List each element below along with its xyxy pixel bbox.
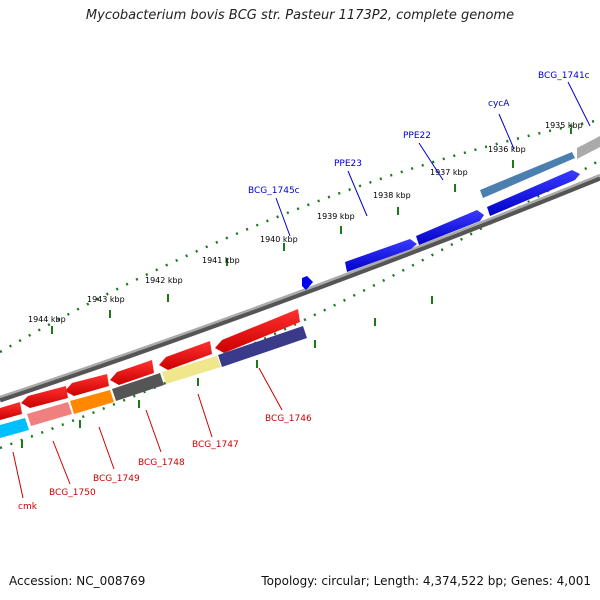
gene-feature-red[interactable] xyxy=(0,402,22,420)
gene-feature-pink[interactable] xyxy=(27,402,72,426)
gene-label-BCG_1741c[interactable]: BCG_1741c xyxy=(538,71,590,81)
gene-feature-navy[interactable] xyxy=(218,326,307,367)
gene-feature-blue[interactable] xyxy=(487,170,580,216)
backbone xyxy=(0,173,600,399)
forward-strand-genes xyxy=(302,136,600,290)
gene-feature-darkgrey[interactable] xyxy=(112,373,164,401)
map-title: Mycobacterium bovis BCG str. Pasteur 117… xyxy=(85,8,515,23)
gene-label-cycA[interactable]: cycA xyxy=(488,99,510,109)
leader-line xyxy=(197,393,213,438)
gene-label-BCG_1747[interactable]: BCG_1747 xyxy=(192,440,239,450)
ruler-label: 1944 kbp xyxy=(28,315,66,324)
ruler-label: 1943 kbp xyxy=(87,295,125,304)
gene-feature-red[interactable] xyxy=(65,374,109,396)
gene-label-PPE23[interactable]: PPE23 xyxy=(334,159,362,169)
accession-text: Accession: NC_008769 xyxy=(9,574,146,588)
gene-feature-red[interactable] xyxy=(159,341,212,370)
leader-line xyxy=(98,426,115,470)
gene-label-BCG_1745c[interactable]: BCG_1745c xyxy=(248,186,300,196)
ruler-label: 1935 kbp xyxy=(545,121,583,130)
gene-label-BCG_1750[interactable]: BCG_1750 xyxy=(49,488,96,498)
leader-line xyxy=(258,367,283,411)
leader-line xyxy=(275,197,291,237)
ruler-label: 1940 kbp xyxy=(260,235,298,244)
gene-feature-orange[interactable] xyxy=(70,390,114,414)
reverse-strand-genes xyxy=(0,309,307,438)
ruler-ticks xyxy=(21,128,572,448)
gene-feature-khaki[interactable] xyxy=(162,356,221,384)
leader-line xyxy=(567,81,591,127)
outer-ruler-arc xyxy=(0,118,600,354)
gene-feature-red[interactable] xyxy=(21,386,68,408)
gene-feature-blue[interactable] xyxy=(416,210,484,245)
leader-line xyxy=(347,170,368,217)
ruler-label: 1942 kbp xyxy=(145,276,183,285)
gene-feature-lightblue[interactable] xyxy=(0,418,29,438)
gene-feature-grey[interactable] xyxy=(577,136,600,159)
gene-feature-red[interactable] xyxy=(215,309,300,353)
gene-feature-steel[interactable] xyxy=(480,152,575,198)
ruler-label: 1941 kbp xyxy=(202,256,240,265)
gene-label-BCG_1749[interactable]: BCG_1749 xyxy=(93,474,140,484)
gene-feature-blue[interactable] xyxy=(345,239,417,272)
gene-label-PPE22[interactable]: PPE22 xyxy=(403,131,431,141)
leader-line xyxy=(145,409,162,453)
ruler-label: 1937 kbp xyxy=(430,168,468,177)
ruler-label: 1936 kbp xyxy=(488,145,526,154)
genome-summary-text: Topology: circular; Length: 4,374,522 bp… xyxy=(261,574,591,588)
ruler-label: 1938 kbp xyxy=(373,191,411,200)
gene-label-cmk[interactable]: cmk xyxy=(18,502,38,512)
leader-line xyxy=(52,440,71,485)
leader-line xyxy=(418,142,444,181)
leader-line xyxy=(12,451,24,499)
leader-line xyxy=(498,113,515,150)
backbone-shadow xyxy=(0,175,600,403)
gene-label-BCG_1746[interactable]: BCG_1746 xyxy=(265,414,312,424)
gene-label-BCG_1748[interactable]: BCG_1748 xyxy=(138,458,185,468)
gene-feature-blue-small[interactable] xyxy=(302,276,313,290)
ruler-label: 1939 kbp xyxy=(317,212,355,221)
gene-feature-red[interactable] xyxy=(110,360,154,385)
